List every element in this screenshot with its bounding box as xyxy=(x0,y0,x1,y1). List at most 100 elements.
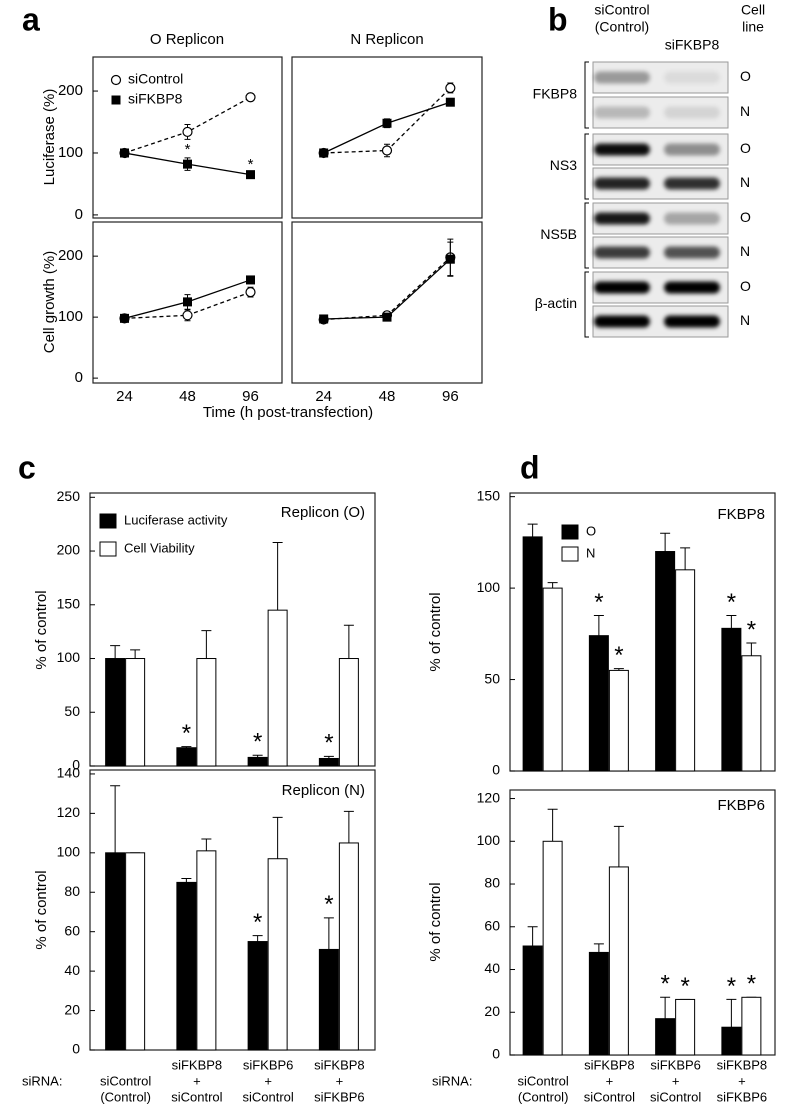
chart-title: O Replicon xyxy=(150,31,224,48)
blot-band xyxy=(664,281,720,294)
blot-band xyxy=(664,246,720,259)
bar xyxy=(675,569,696,772)
bar xyxy=(318,948,339,1051)
panel-label: d xyxy=(520,449,540,485)
y-tick-label: 0 xyxy=(72,1041,80,1057)
x-tick-label: 24 xyxy=(116,388,133,405)
legend-label: siControl xyxy=(128,71,183,87)
bar xyxy=(721,1026,742,1056)
line xyxy=(323,258,451,320)
x-tick-label: siControl xyxy=(171,1089,222,1104)
x-tick-label: siFKBP6 xyxy=(717,1089,768,1104)
y-tick-label: 50 xyxy=(64,703,80,719)
x-tick-label: siFKBP6 xyxy=(650,1057,701,1072)
panel-label: b xyxy=(548,1,568,37)
marker xyxy=(183,159,192,169)
cell-line-label: O xyxy=(740,209,751,225)
bar xyxy=(608,866,629,1056)
error-bar xyxy=(323,917,334,950)
x-tick-label: + xyxy=(738,1073,746,1088)
error-bar xyxy=(680,547,691,570)
y-tick-label: 120 xyxy=(57,804,81,820)
x-tick-label: + xyxy=(672,1073,680,1088)
error-bar xyxy=(181,877,192,883)
blot-band xyxy=(664,143,720,156)
y-tick-label: 60 xyxy=(64,922,80,938)
y-tick-label: 60 xyxy=(484,917,500,933)
significance: * xyxy=(253,909,262,936)
error-bar xyxy=(201,838,212,851)
blot-band xyxy=(664,71,720,84)
bar xyxy=(588,635,609,772)
chart-title: Replicon (O) xyxy=(281,504,365,521)
y-tick-label: 200 xyxy=(57,542,81,558)
marker xyxy=(183,297,192,307)
bar xyxy=(176,881,197,1051)
blot-band xyxy=(594,246,650,259)
blot-band xyxy=(594,177,650,190)
blot-band xyxy=(664,212,720,225)
significance: * xyxy=(324,891,333,918)
error-bar xyxy=(527,926,538,947)
y-tick-label: 120 xyxy=(477,789,501,805)
lane-label: siFKBP8 xyxy=(665,37,720,53)
x-tick-label: 48 xyxy=(179,388,196,405)
error-bar xyxy=(726,998,737,1028)
plot-frame xyxy=(89,769,376,1051)
bar xyxy=(247,756,268,767)
error-bar xyxy=(201,630,212,659)
marker xyxy=(245,287,256,298)
bar xyxy=(338,658,359,767)
error-bar xyxy=(613,825,624,867)
marker xyxy=(246,275,255,285)
x-tick-label: siControl xyxy=(650,1089,701,1104)
bar xyxy=(125,852,146,1051)
marker xyxy=(445,254,455,264)
bar xyxy=(196,658,217,767)
marker xyxy=(382,118,392,128)
bar xyxy=(655,551,676,772)
y-tick-label: 150 xyxy=(57,595,81,611)
bar xyxy=(105,658,126,767)
y-tick-label: 0 xyxy=(75,206,83,223)
x-tick-label: siFKBP6 xyxy=(243,1057,294,1072)
plot-frame xyxy=(89,492,376,767)
error-bar xyxy=(110,785,121,853)
x-tick-label: 96 xyxy=(242,388,259,405)
y-tick-label: 100 xyxy=(58,144,83,161)
y-axis-label: Luciferase (%) xyxy=(41,89,58,186)
blot-band xyxy=(594,281,650,294)
bracket xyxy=(584,202,589,269)
blot-band xyxy=(594,315,650,328)
significance: * xyxy=(727,973,736,1000)
blot-band xyxy=(594,106,650,119)
y-tick-label: 50 xyxy=(484,670,500,686)
error-bar xyxy=(547,582,558,589)
error-bar xyxy=(593,615,604,636)
x-tick-label: (Control) xyxy=(518,1089,569,1104)
x-axis-label: Time (h post-transfection) xyxy=(203,404,373,421)
bar xyxy=(542,587,563,772)
marker xyxy=(120,148,129,158)
x-tick-label: siFKBP8 xyxy=(584,1057,635,1072)
x-tick-label: (Control) xyxy=(100,1089,151,1104)
marker xyxy=(246,170,255,180)
x-tick-label: 24 xyxy=(315,388,332,405)
y-tick-label: 200 xyxy=(58,82,83,99)
cell-line-label: O xyxy=(740,68,751,84)
x-tick-label: + xyxy=(336,1073,344,1088)
y-axis-label: Cell growth (%) xyxy=(41,251,58,354)
bar xyxy=(196,850,217,1051)
y-tick-label: 0 xyxy=(75,369,83,386)
marker xyxy=(381,145,393,156)
lane-label: siControl xyxy=(594,2,649,18)
error-bar xyxy=(252,935,263,942)
x-tick-label: + xyxy=(193,1073,201,1088)
y-tick-label: 80 xyxy=(64,883,80,899)
legend-swatch xyxy=(561,546,579,562)
marker xyxy=(319,148,329,158)
plot-frame xyxy=(291,56,483,219)
x-tick-label: 48 xyxy=(379,388,396,405)
